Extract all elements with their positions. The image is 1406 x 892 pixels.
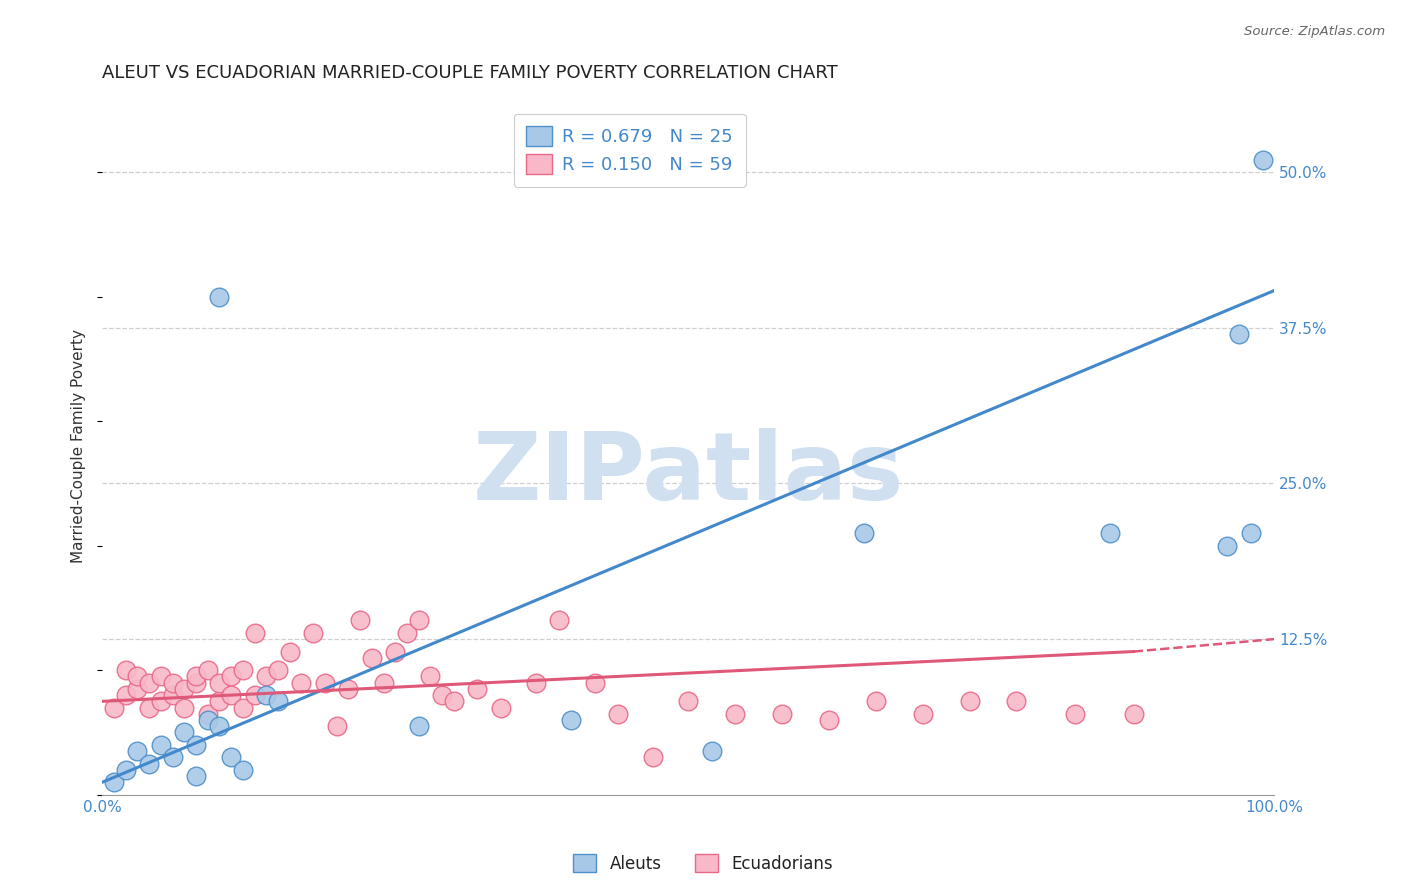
Point: [127, 669, 149, 683]
Legend: R = 0.679   N = 25, R = 0.150   N = 59: R = 0.679 N = 25, R = 0.150 N = 59: [513, 113, 745, 186]
Point: [162, 750, 184, 764]
Point: [548, 614, 571, 628]
Text: Source: ZipAtlas.com: Source: ZipAtlas.com: [1244, 25, 1385, 38]
Point: [208, 675, 231, 690]
Point: [114, 688, 136, 702]
Text: ALEUT VS ECUADORIAN MARRIED-COUPLE FAMILY POVERTY CORRELATION CHART: ALEUT VS ECUADORIAN MARRIED-COUPLE FAMIL…: [103, 64, 838, 82]
Y-axis label: Married-Couple Family Poverty: Married-Couple Family Poverty: [72, 329, 86, 563]
Point: [208, 719, 231, 733]
Point: [197, 706, 219, 721]
Point: [430, 688, 453, 702]
Point: [360, 650, 382, 665]
Point: [114, 763, 136, 777]
Point: [197, 713, 219, 727]
Point: [1251, 153, 1274, 167]
Point: [162, 675, 184, 690]
Point: [700, 744, 723, 758]
Point: [770, 706, 793, 721]
Point: [443, 694, 465, 708]
Point: [103, 700, 125, 714]
Point: [278, 644, 301, 658]
Point: [384, 644, 406, 658]
Point: [173, 725, 195, 739]
Point: [419, 669, 441, 683]
Point: [149, 669, 172, 683]
Point: [184, 675, 207, 690]
Point: [1005, 694, 1028, 708]
Point: [959, 694, 981, 708]
Point: [149, 738, 172, 752]
Point: [1099, 526, 1122, 541]
Point: [408, 614, 430, 628]
Legend: Aleuts, Ecuadorians: Aleuts, Ecuadorians: [567, 847, 839, 880]
Point: [395, 625, 418, 640]
Point: [232, 763, 254, 777]
Point: [267, 663, 290, 677]
Point: [219, 750, 242, 764]
Point: [1216, 539, 1239, 553]
Point: [243, 688, 266, 702]
Point: [325, 719, 347, 733]
Point: [208, 694, 231, 708]
Point: [184, 769, 207, 783]
Point: [162, 688, 184, 702]
Point: [138, 700, 160, 714]
Point: [103, 775, 125, 789]
Point: [1122, 706, 1144, 721]
Point: [232, 700, 254, 714]
Point: [373, 675, 395, 690]
Point: [853, 526, 876, 541]
Point: [173, 700, 195, 714]
Point: [173, 681, 195, 696]
Point: [607, 706, 630, 721]
Point: [149, 694, 172, 708]
Point: [911, 706, 934, 721]
Point: [138, 675, 160, 690]
Point: [643, 750, 665, 764]
Point: [127, 681, 149, 696]
Text: ZIPatlas: ZIPatlas: [472, 428, 904, 520]
Point: [678, 694, 700, 708]
Point: [243, 625, 266, 640]
Point: [219, 688, 242, 702]
Point: [314, 675, 336, 690]
Point: [865, 694, 887, 708]
Point: [1227, 326, 1250, 341]
Point: [524, 675, 547, 690]
Point: [184, 669, 207, 683]
Point: [114, 663, 136, 677]
Point: [349, 614, 371, 628]
Point: [290, 675, 312, 690]
Point: [465, 681, 488, 696]
Point: [1064, 706, 1087, 721]
Point: [219, 669, 242, 683]
Point: [583, 675, 606, 690]
Point: [267, 694, 290, 708]
Point: [408, 719, 430, 733]
Point: [184, 738, 207, 752]
Point: [1240, 526, 1263, 541]
Point: [489, 700, 512, 714]
Point: [254, 688, 277, 702]
Point: [197, 663, 219, 677]
Point: [560, 713, 582, 727]
Point: [818, 713, 841, 727]
Point: [254, 669, 277, 683]
Point: [208, 290, 231, 304]
Point: [232, 663, 254, 677]
Point: [127, 744, 149, 758]
Point: [724, 706, 747, 721]
Point: [302, 625, 325, 640]
Point: [337, 681, 360, 696]
Point: [138, 756, 160, 771]
